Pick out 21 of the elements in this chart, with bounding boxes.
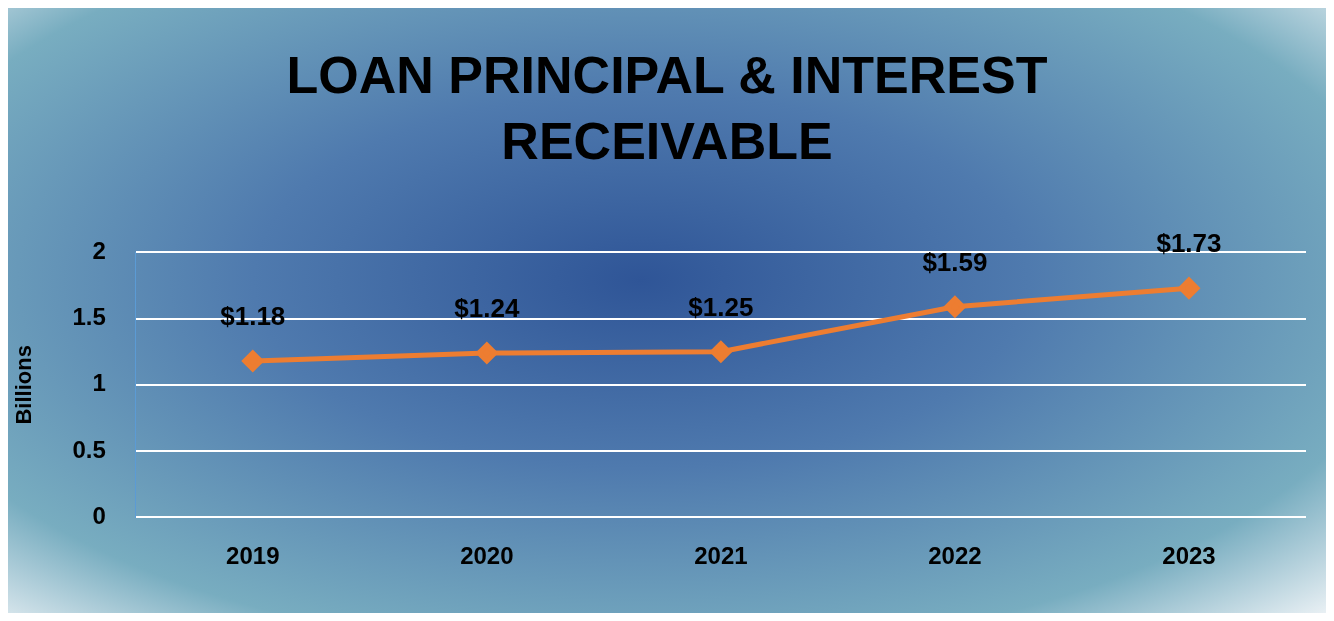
data-label: $1.24: [454, 293, 520, 324]
y-tick-label: 1: [92, 369, 106, 397]
y-tick-label: 2: [92, 237, 106, 265]
point: [944, 296, 966, 318]
y-tick-label: 1.5: [72, 303, 106, 331]
y-tick-label: 0: [92, 501, 106, 529]
x-tick-label: 2023: [1162, 542, 1216, 570]
y-axis-title: Billions: [11, 345, 37, 425]
x-tick-label: 2021: [694, 542, 748, 570]
x-tick-label: 2019: [226, 542, 280, 570]
x-tick-label: 2020: [460, 542, 514, 570]
point: [710, 341, 732, 363]
x-tick-label: 2022: [928, 542, 982, 570]
data-label: $1.59: [922, 246, 988, 277]
point: [476, 342, 498, 364]
y-tick-label: 0.5: [72, 435, 106, 463]
point: [242, 350, 264, 372]
point: [1178, 277, 1200, 299]
chart-title: LOAN PRINCIPAL & INTEREST RECEIVABLE: [285, 45, 1049, 172]
data-label: $1.73: [1156, 228, 1222, 259]
data-label: $1.25: [688, 291, 754, 322]
